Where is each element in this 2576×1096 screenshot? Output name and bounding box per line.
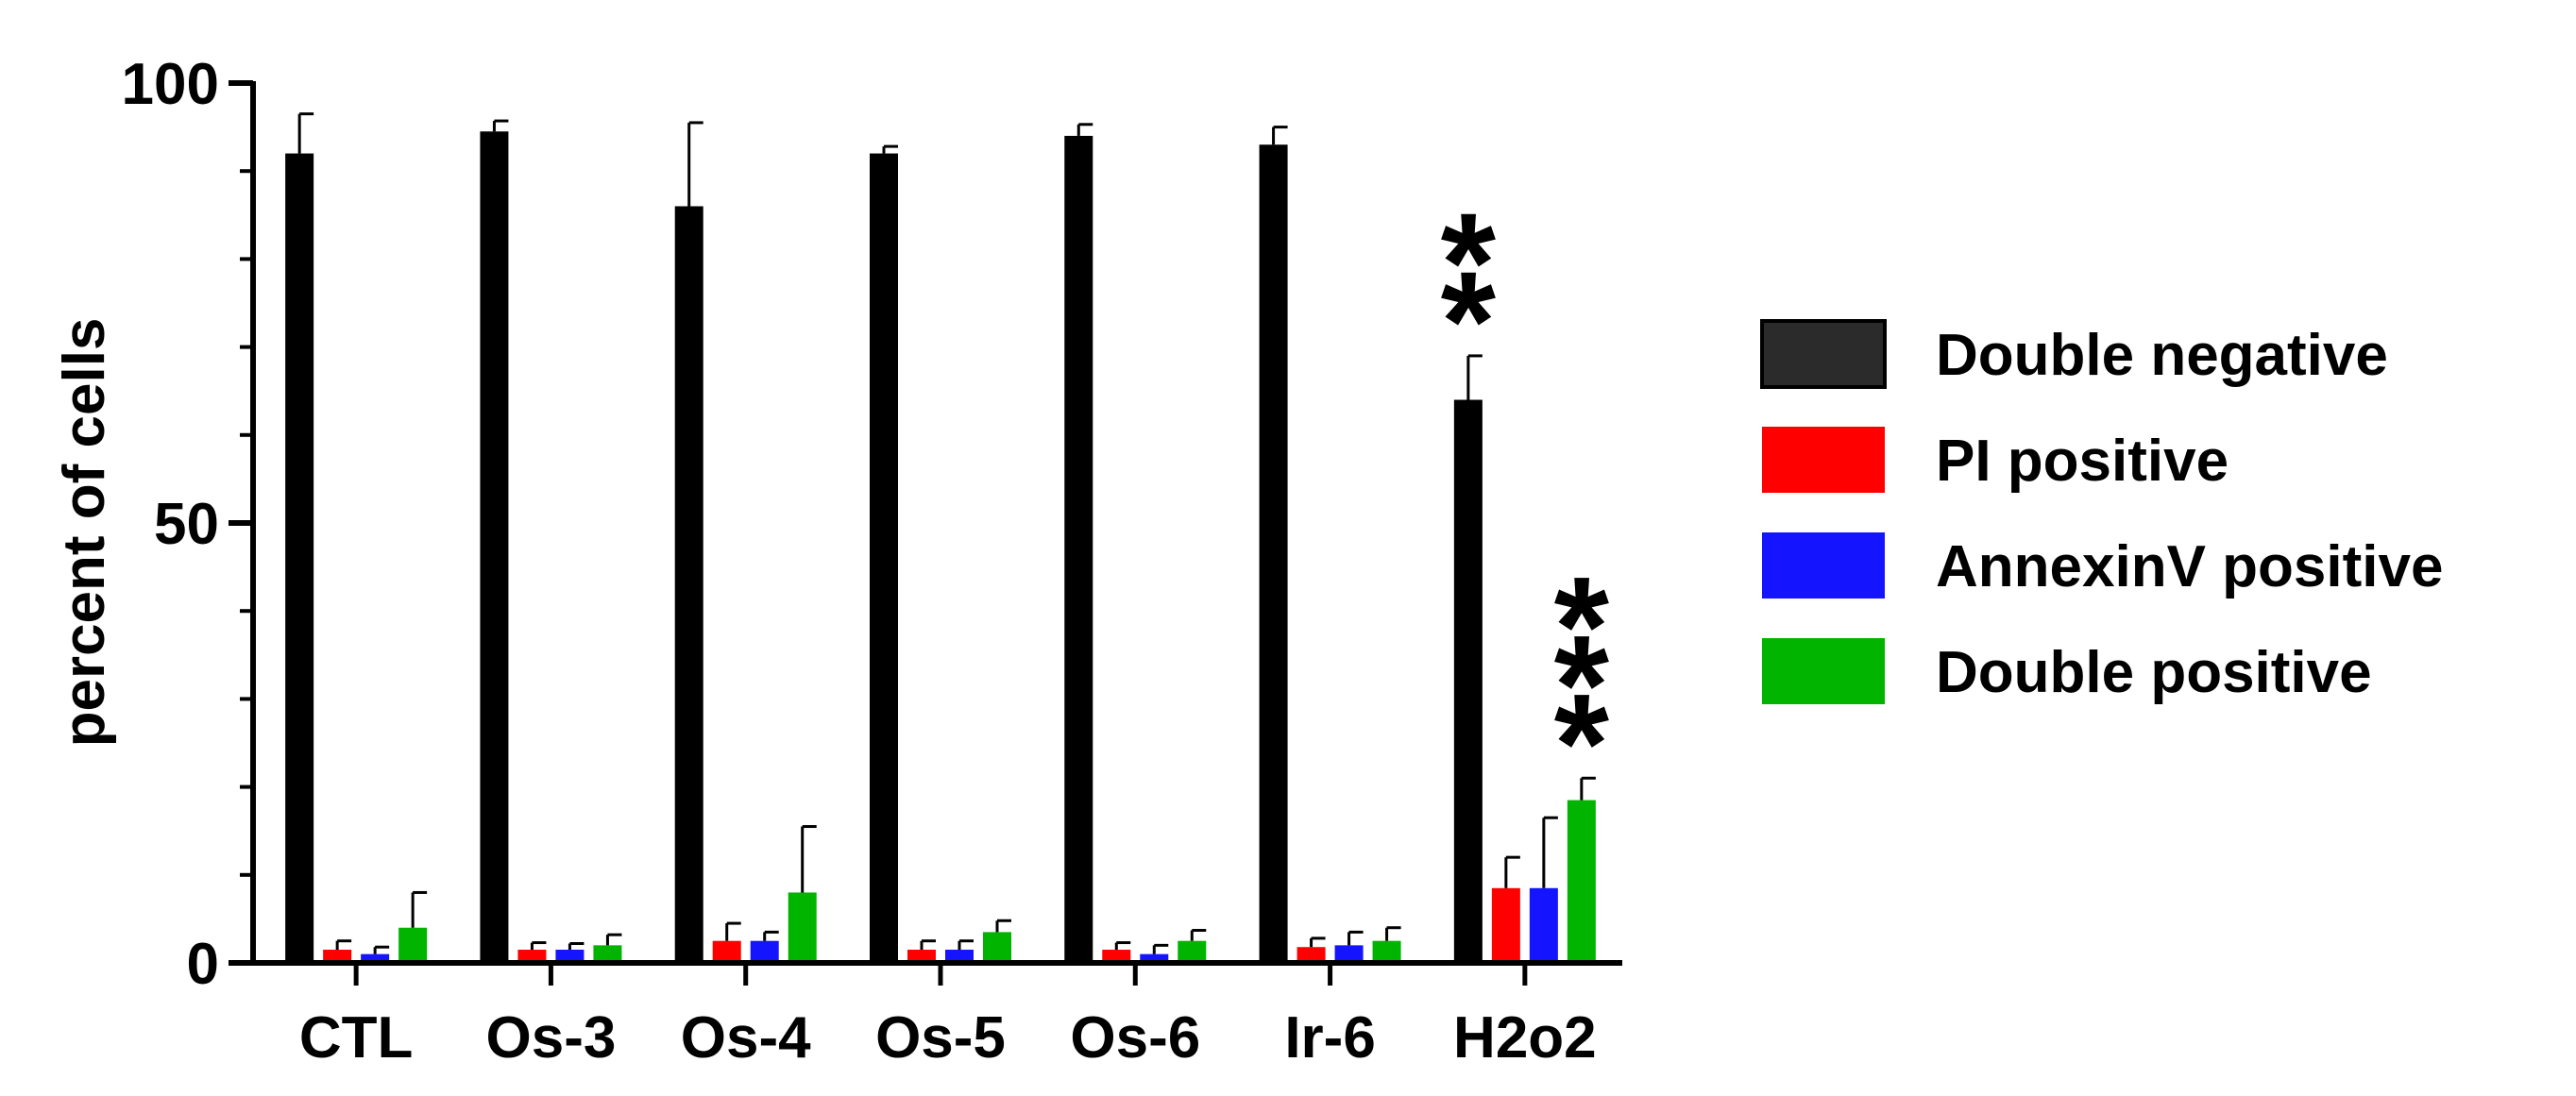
bar-double-positive-ctl	[398, 927, 428, 963]
error-bar-annexinv-positive-ctl	[373, 945, 390, 954]
error-bar-pi-positive-os-4	[725, 921, 741, 941]
bar-double-negative-os-6	[1064, 135, 1093, 964]
x-tick-label-h2o2: H2o2	[1453, 1005, 1597, 1071]
error-bar-double-negative-os-5	[882, 144, 898, 154]
error-bar-pi-positive-os-6	[1114, 941, 1131, 951]
bar-annexinv-positive-ctl	[361, 953, 390, 963]
error-bar-pi-positive-os-3	[530, 941, 547, 951]
bar-double-positive-ir-6	[1372, 940, 1401, 963]
legend-item-double-positive: Double positive	[1762, 638, 2372, 705]
bar-double-negative-h2o2	[1453, 399, 1483, 963]
error-bar-annexinv-positive-os-6	[1152, 943, 1169, 954]
error-bar-double-positive-ctl	[411, 890, 428, 928]
bar-double-negative-os-4	[674, 206, 703, 964]
bar-annexinv-positive-os-4	[750, 940, 779, 963]
significance-asterisk: *	[1441, 242, 1497, 400]
error-bar-annexinv-positive-os-5	[958, 939, 974, 951]
error-bar-pi-positive-ctl	[335, 939, 352, 951]
bar-double-positive-os-5	[983, 932, 1011, 963]
bar-double-negative-os-3	[480, 131, 509, 963]
significance-asterisk: *	[1554, 664, 1610, 822]
bar-double-negative-ir-6	[1259, 144, 1288, 964]
legend-swatch-annexinv-positive	[1762, 532, 1885, 599]
error-bar-annexinv-positive-os-3	[568, 941, 585, 951]
significance-asterisk: *	[1554, 605, 1610, 764]
bar-double-negative-ctl	[285, 153, 314, 963]
error-bar-double-positive-os-6	[1190, 929, 1207, 941]
error-bar-double-negative-os-6	[1076, 123, 1093, 136]
bar-double-positive-os-3	[593, 945, 622, 963]
legend-label-double-positive: Double positive	[1936, 640, 2372, 705]
bar-annexinv-positive-ir-6	[1334, 945, 1364, 963]
error-bar-pi-positive-h2o2	[1504, 855, 1520, 888]
y-axis-title: percent of cells	[52, 318, 117, 748]
y-tick-label-100: 100	[122, 52, 219, 117]
legend-swatch-double-positive	[1762, 638, 1885, 704]
bar-double-negative-os-5	[870, 153, 898, 963]
error-bar-double-positive-os-4	[801, 825, 817, 893]
error-bar-pi-positive-os-5	[920, 939, 936, 951]
legend-label-pi-positive: PI positive	[1936, 429, 2229, 494]
bar-double-positive-h2o2	[1567, 800, 1596, 963]
legend-item-annexinv-positive: AnnexinV positive	[1762, 532, 2443, 599]
legend-swatch-double-negative	[1760, 319, 1887, 389]
bar-pi-positive-ctl	[323, 950, 352, 963]
bar-pi-positive-os-3	[517, 950, 547, 963]
error-bar-annexinv-positive-h2o2	[1542, 816, 1558, 888]
bar-pi-positive-os-4	[712, 940, 741, 963]
legend-label-annexinv-positive: AnnexinV positive	[1936, 534, 2443, 599]
error-bar-double-negative-h2o2	[1466, 354, 1483, 400]
y-tick-label-0: 0	[187, 932, 219, 997]
bar-pi-positive-ir-6	[1296, 947, 1326, 963]
error-bar-double-positive-os-5	[995, 919, 1011, 933]
annotations-layer: *****	[1441, 183, 1610, 822]
x-tick-label-os-3: Os-3	[486, 1005, 617, 1071]
error-bar-double-positive-h2o2	[1580, 776, 1596, 801]
bar-double-positive-os-4	[788, 892, 817, 963]
bar-annexinv-positive-os-3	[555, 950, 585, 963]
bar-pi-positive-h2o2	[1491, 887, 1520, 963]
significance-asterisk: *	[1441, 183, 1497, 342]
error-bar-double-negative-os-3	[492, 119, 509, 132]
significance-double-negative: **	[1441, 183, 1497, 400]
significance-double-positive: ***	[1554, 547, 1610, 822]
error-bar-double-positive-ir-6	[1385, 926, 1401, 941]
bar-pi-positive-os-5	[907, 950, 936, 963]
x-tick-label-ir-6: Ir-6	[1284, 1005, 1375, 1071]
legend-item-pi-positive: PI positive	[1762, 427, 2229, 494]
bar-pi-positive-os-6	[1102, 950, 1131, 963]
legend-label-double-negative: Double negative	[1936, 323, 2388, 388]
legend: Double negative PI positive AnnexinV posit…	[1760, 319, 2443, 705]
error-bar-annexinv-positive-ir-6	[1347, 930, 1364, 946]
x-tick-label-os-4: Os-4	[681, 1005, 811, 1071]
bar-annexinv-positive-os-5	[945, 950, 974, 963]
bars-layer	[285, 112, 1596, 964]
x-tick-label-ctl: CTL	[299, 1005, 414, 1071]
y-tick-label-50: 50	[154, 492, 219, 557]
significance-asterisk: *	[1554, 547, 1610, 705]
error-bar-double-negative-ir-6	[1272, 126, 1288, 145]
error-bar-double-negative-ctl	[297, 112, 314, 154]
axes-layer: 0 50 100 CTL Os-3 Os-4 Os-5 Os-6 Ir-6 H2o2 percent…	[52, 52, 1622, 1071]
error-bar-annexinv-positive-os-4	[763, 930, 779, 941]
error-bar-double-negative-os-4	[687, 121, 703, 207]
legend-swatch-pi-positive	[1762, 427, 1885, 493]
bar-annexinv-positive-h2o2	[1529, 887, 1558, 963]
x-tick-label-os-5: Os-5	[875, 1005, 1006, 1071]
x-tick-label-os-6: Os-6	[1070, 1005, 1200, 1071]
legend-item-double-negative: Double negative	[1760, 319, 2388, 389]
error-bar-pi-positive-ir-6	[1310, 936, 1326, 948]
bar-double-positive-os-6	[1178, 940, 1207, 963]
bar-annexinv-positive-os-6	[1140, 953, 1169, 963]
error-bar-double-positive-os-3	[605, 933, 622, 946]
